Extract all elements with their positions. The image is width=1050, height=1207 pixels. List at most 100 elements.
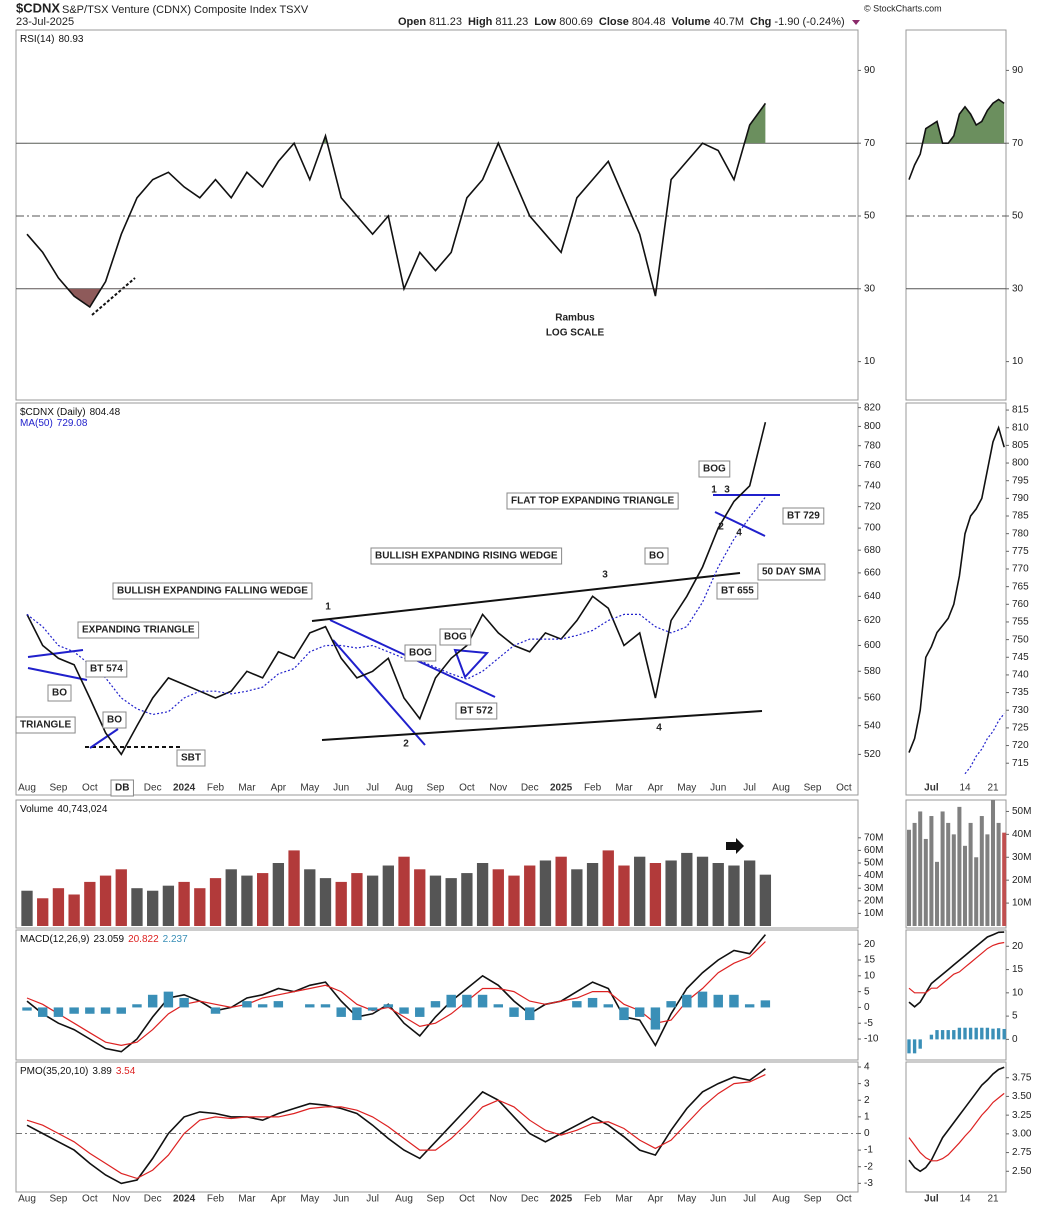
y-tick-label: 560 <box>864 693 881 704</box>
x-tick-label: Nov <box>112 1194 130 1205</box>
x-tick-label: Oct <box>459 1194 475 1205</box>
stat-label: Close <box>599 16 629 28</box>
annotation: DB <box>115 783 129 794</box>
histogram-bar <box>383 1004 394 1008</box>
histogram-bar <box>963 1027 967 1040</box>
legend-name: $CDNX (Daily) <box>20 407 86 418</box>
x-tick-label: Jun <box>333 1194 349 1205</box>
y-tick-label: 50M <box>864 858 883 869</box>
histogram-bar <box>619 1007 629 1021</box>
y-tick-label: 1 <box>864 1111 870 1122</box>
annotation: Rambus <box>555 313 595 324</box>
index-name: S&P/TSX Venture (CDNX) Composite Index T… <box>62 4 309 16</box>
x-tick-label: Apr <box>271 783 287 794</box>
legend-value: 804.48 <box>90 407 121 418</box>
x-tick-label: Apr <box>271 1194 287 1205</box>
y-tick-label: 50 <box>1012 211 1024 222</box>
volume-bar <box>996 822 1001 926</box>
panel <box>905 1061 1007 1193</box>
x-tick-label: Jul <box>366 783 379 794</box>
volume-bar <box>131 888 143 926</box>
volume-bar <box>461 873 473 926</box>
annotation-box <box>782 507 825 525</box>
histogram-bar <box>163 991 174 1008</box>
y-tick-label: 30 <box>1012 283 1024 294</box>
trendline <box>332 639 426 746</box>
annotation: BT 574 <box>90 664 123 675</box>
panel-layer: 2.50 2.75 3.00 3.25 3.50 3.75 Jul 14 21 <box>908 1066 1032 1205</box>
histogram-bar <box>697 991 708 1008</box>
legend-entry: PMO(35,20,10) 3.89 3.54 <box>20 1066 136 1077</box>
x-tick-label: Sep <box>427 1194 445 1205</box>
x-tick-label: Oct <box>836 1194 852 1205</box>
x-tick-label: Aug <box>18 1194 36 1205</box>
annotation: FLAT TOP EXPANDING TRIANGLE <box>511 496 674 507</box>
x-tick-label: Feb <box>207 1194 225 1205</box>
y-tick-label: 765 <box>1012 581 1029 592</box>
histogram-bar <box>918 1039 922 1049</box>
volume-bar <box>68 894 80 926</box>
y-tick-label: 10 <box>864 970 876 981</box>
volume-bar <box>398 856 410 926</box>
volume-bar <box>84 881 96 926</box>
annotation: BO <box>107 715 122 726</box>
series-line <box>964 713 1005 775</box>
x-tick-label: Nov <box>489 1194 507 1205</box>
annotation: BO <box>649 551 664 562</box>
x-tick-label: Mar <box>615 1194 633 1205</box>
volume-bar <box>759 874 772 926</box>
legend-entry: Volume 40,743,024 <box>20 804 108 815</box>
trendline <box>89 728 119 749</box>
stat-label: Low <box>534 16 556 28</box>
rsi-trendline <box>91 277 136 316</box>
volume-bar <box>962 845 968 926</box>
x-tick-label: Dec <box>521 1194 539 1205</box>
x-tick-label: 21 <box>987 783 999 794</box>
trendline <box>27 667 88 681</box>
volume-bar <box>1002 832 1007 926</box>
y-tick-label: 750 <box>1012 634 1029 645</box>
x-tick-label: Sep <box>804 783 822 794</box>
histogram-bar <box>603 1004 613 1008</box>
y-tick-label: 10M <box>1012 898 1031 909</box>
annotation-box <box>455 702 498 720</box>
y-tick-label: 5 <box>1012 1011 1018 1022</box>
x-tick-label: Oct <box>82 1194 98 1205</box>
annotation-box <box>85 660 128 678</box>
volume-bar <box>162 885 175 926</box>
legend-name: MACD(12,26,9) <box>20 934 89 945</box>
legend-name: MA(50) <box>20 418 53 429</box>
volume-bar <box>923 838 928 926</box>
histogram-bar <box>352 1007 362 1021</box>
histogram-bar <box>116 1007 126 1014</box>
series-line <box>908 1066 1005 1173</box>
annotation-box <box>77 621 200 639</box>
volume-bar <box>990 800 996 926</box>
y-tick-label: 640 <box>864 591 881 602</box>
x-tick-label: Jun <box>710 783 726 794</box>
annotation-box <box>47 684 72 702</box>
volume-bar <box>912 822 917 926</box>
series-line <box>908 941 1005 994</box>
volume-bar <box>256 873 269 926</box>
panel <box>905 29 1007 401</box>
legend-value: 3.89 <box>92 1066 112 1077</box>
volume-bar <box>37 898 49 926</box>
histogram-bar <box>179 997 189 1008</box>
volume-bar <box>555 856 567 926</box>
x-tick-label: Feb <box>207 783 225 794</box>
histogram-bar <box>666 1001 676 1008</box>
annotation-box <box>370 547 563 565</box>
y-tick-label: 50M <box>1012 806 1031 817</box>
volume-bar <box>968 822 973 926</box>
volume-bar <box>52 888 65 926</box>
histogram-bar <box>729 994 739 1008</box>
y-tick-label: 30M <box>864 883 883 894</box>
annotation: EXPANDING TRIANGLE <box>82 625 195 636</box>
volume-bar <box>335 881 347 926</box>
annotation: BT 572 <box>460 706 493 717</box>
annotation-box <box>439 628 472 646</box>
histogram-bar <box>760 1000 771 1008</box>
histogram-bar <box>69 1007 79 1014</box>
